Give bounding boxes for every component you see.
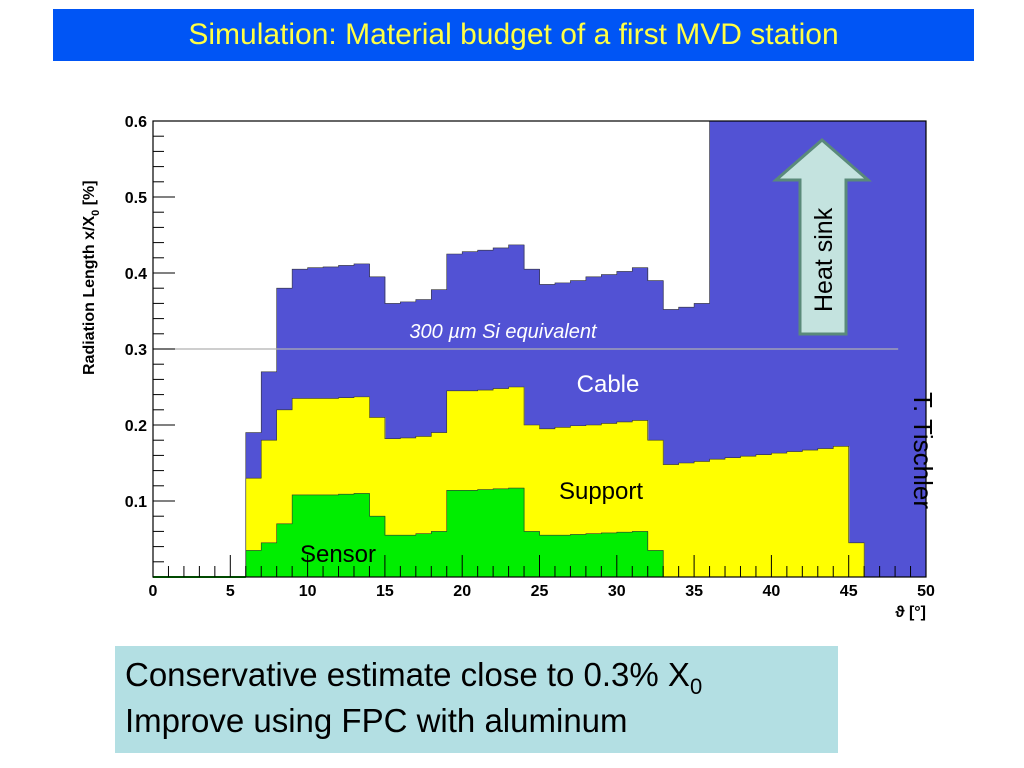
bar-sensor	[446, 490, 463, 577]
x-axis-label: ϑ [°]	[895, 604, 926, 621]
bar-support	[802, 450, 819, 577]
y-axis-label-suffix: [%]	[81, 180, 98, 209]
bar-sensor	[431, 531, 448, 577]
bar-sensor	[508, 488, 525, 577]
bar-sensor	[616, 532, 633, 577]
bar-sensor	[369, 516, 386, 577]
bar-support	[817, 448, 834, 577]
reference-line-label: 300 µm Si equivalent	[409, 321, 598, 343]
bar-support	[725, 457, 741, 577]
y-tick-label: 0.1	[125, 494, 147, 511]
bar-sensor	[647, 550, 664, 577]
bar-sensor	[307, 494, 324, 577]
bar-sensor	[524, 531, 540, 577]
conclusion-line-1-subscript: 0	[689, 674, 703, 699]
outline-cable	[245, 120, 926, 577]
y-axis-label-subscript: 0	[90, 210, 102, 216]
support-label: Support	[559, 478, 643, 505]
x-tick-label: 30	[608, 583, 626, 600]
bar-sensor	[353, 493, 370, 577]
bar-sensor	[245, 550, 262, 577]
x-tick-label: 15	[376, 583, 394, 600]
material-budget-chart: 0.1 0.2 0.3 0.4 0.5 0.6 0 5 10 15 20 25 30 35 40 45 50 ϑ …	[81, 114, 935, 621]
arrow-up-icon	[771, 138, 873, 336]
bar-support	[771, 453, 788, 577]
slide-title: Simulation: Material budget of a first M…	[188, 18, 839, 51]
bar-sensor	[415, 533, 432, 577]
bar-support	[709, 459, 726, 577]
bar-support	[663, 464, 680, 577]
heat-sink-label: Heat sink	[810, 207, 838, 312]
x-tick-label: 25	[531, 583, 549, 600]
bar-sensor	[585, 533, 602, 577]
bar-sensor	[554, 535, 571, 577]
chart-labels: 300 µm Si equivalent Cable Support Sensor	[300, 321, 643, 568]
bar-sensor	[462, 490, 479, 577]
bar-sensor	[276, 523, 293, 577]
bar-sensor	[292, 494, 309, 577]
x-tick-label: 10	[299, 583, 317, 600]
bar-support	[848, 542, 865, 577]
x-tick-label: 0	[149, 583, 158, 600]
conclusion-line-1-text: Conservative estimate close to 0.3% X	[125, 656, 690, 693]
y-tick-label: 0.6	[125, 114, 147, 131]
conclusion-line-2: Improve using FPC with aluminum	[125, 702, 628, 739]
title-bar: Simulation: Material budget of a first M…	[53, 9, 974, 61]
y-tick-label: 0.3	[125, 342, 147, 359]
author-label: T. Tischler	[908, 392, 938, 510]
bar-support	[833, 446, 850, 577]
bar-sensor	[601, 532, 618, 577]
x-tick-label: 40	[763, 583, 781, 600]
bar-support	[694, 461, 711, 577]
bar-sensor	[261, 542, 278, 577]
sensor-label: Sensor	[300, 541, 376, 568]
heat-sink-arrow: Heat sink	[771, 138, 873, 336]
bar-sensor	[539, 535, 556, 577]
bar-support	[786, 451, 803, 577]
y-axis-label: Radiation Length x/X0 [%]	[81, 180, 102, 375]
bar-sensor	[632, 531, 649, 577]
bar-sensor	[323, 494, 340, 577]
y-axis-label-main: Radiation Length x/X	[81, 216, 98, 375]
conclusion-line-1: Conservative estimate close to 0.3% X0	[125, 656, 702, 699]
plot-area	[153, 120, 927, 578]
x-tick-label: 35	[685, 583, 703, 600]
bar-support	[740, 456, 757, 577]
bar-sensor	[570, 534, 587, 577]
cable-label: Cable	[577, 371, 640, 398]
bar-support	[678, 463, 695, 577]
bar-support	[647, 440, 664, 577]
y-tick-label: 0.5	[125, 190, 147, 207]
x-tick-label: 50	[917, 583, 935, 600]
bar-sensor	[477, 489, 494, 577]
x-tick-label: 20	[453, 583, 471, 600]
axes: 0.1 0.2 0.3 0.4 0.5 0.6 0 5 10 15 20 25 30 35 40 45 50 ϑ …	[81, 114, 935, 621]
bar-sensor	[493, 488, 510, 577]
outline-support	[245, 386, 880, 578]
bar-sensor	[338, 494, 355, 577]
bar-sensor	[400, 535, 417, 577]
conclusion-box: Conservative estimate close to 0.3% X0 I…	[115, 646, 838, 753]
bar-sensor	[384, 535, 401, 577]
x-tick-label: 45	[840, 583, 858, 600]
x-tick-label: 5	[226, 583, 235, 600]
y-tick-label: 0.2	[125, 418, 147, 435]
bar-support	[755, 454, 772, 577]
y-tick-label: 0.4	[125, 266, 147, 283]
series-sensor	[245, 488, 664, 577]
outline-sensor	[245, 487, 679, 578]
